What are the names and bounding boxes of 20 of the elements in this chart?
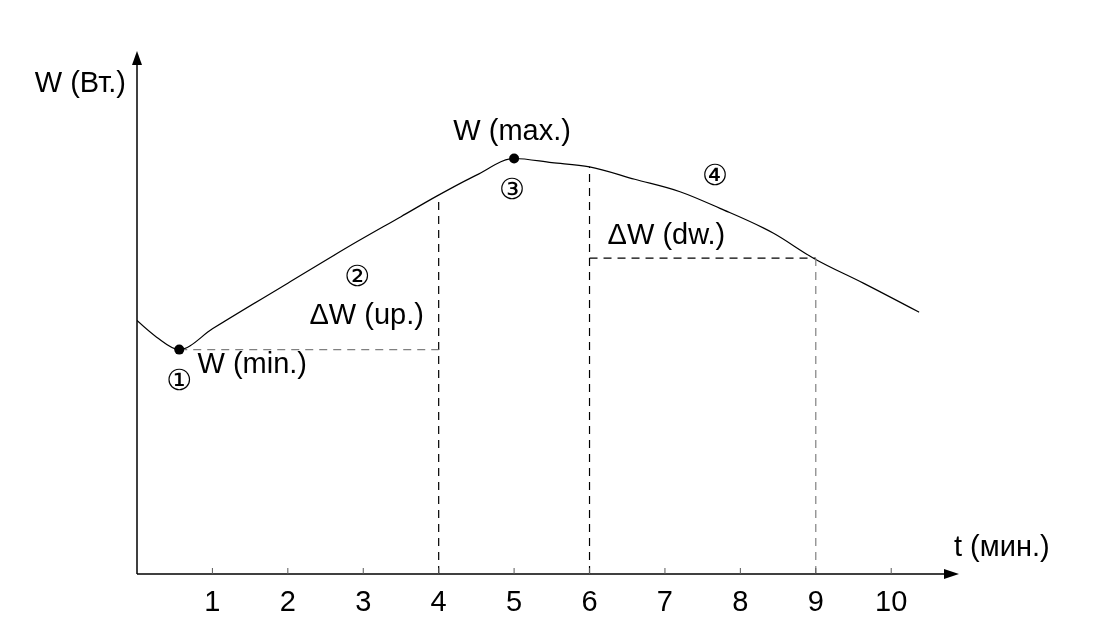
x-tick-label: 8 — [732, 584, 749, 617]
annotation: ③ — [499, 173, 526, 206]
x-tick-label: 1 — [204, 584, 221, 617]
x-tick-label: 5 — [506, 584, 523, 617]
x-tick-label: 4 — [430, 584, 447, 617]
annotation: ΔW (dw.) — [607, 218, 726, 251]
y-axis-title: W (Вт.) — [34, 66, 126, 98]
annotation: ④ — [702, 159, 728, 192]
x-tick-label: 9 — [807, 584, 824, 617]
x-tick-label: 10 — [875, 584, 908, 617]
x-tick-label: 3 — [355, 584, 372, 617]
x-tick-label: 2 — [279, 584, 296, 617]
annotation: ΔW (up.) — [309, 298, 424, 331]
annotation: ① — [166, 363, 193, 396]
annotation: ② — [344, 259, 371, 292]
x-axis-title: t (мин.) — [954, 530, 1050, 562]
x-tick-label: 7 — [656, 584, 674, 617]
annotation: W (max.) — [453, 114, 571, 147]
x-tick-label: 6 — [581, 584, 598, 617]
annotation: W (min.) — [197, 346, 307, 379]
